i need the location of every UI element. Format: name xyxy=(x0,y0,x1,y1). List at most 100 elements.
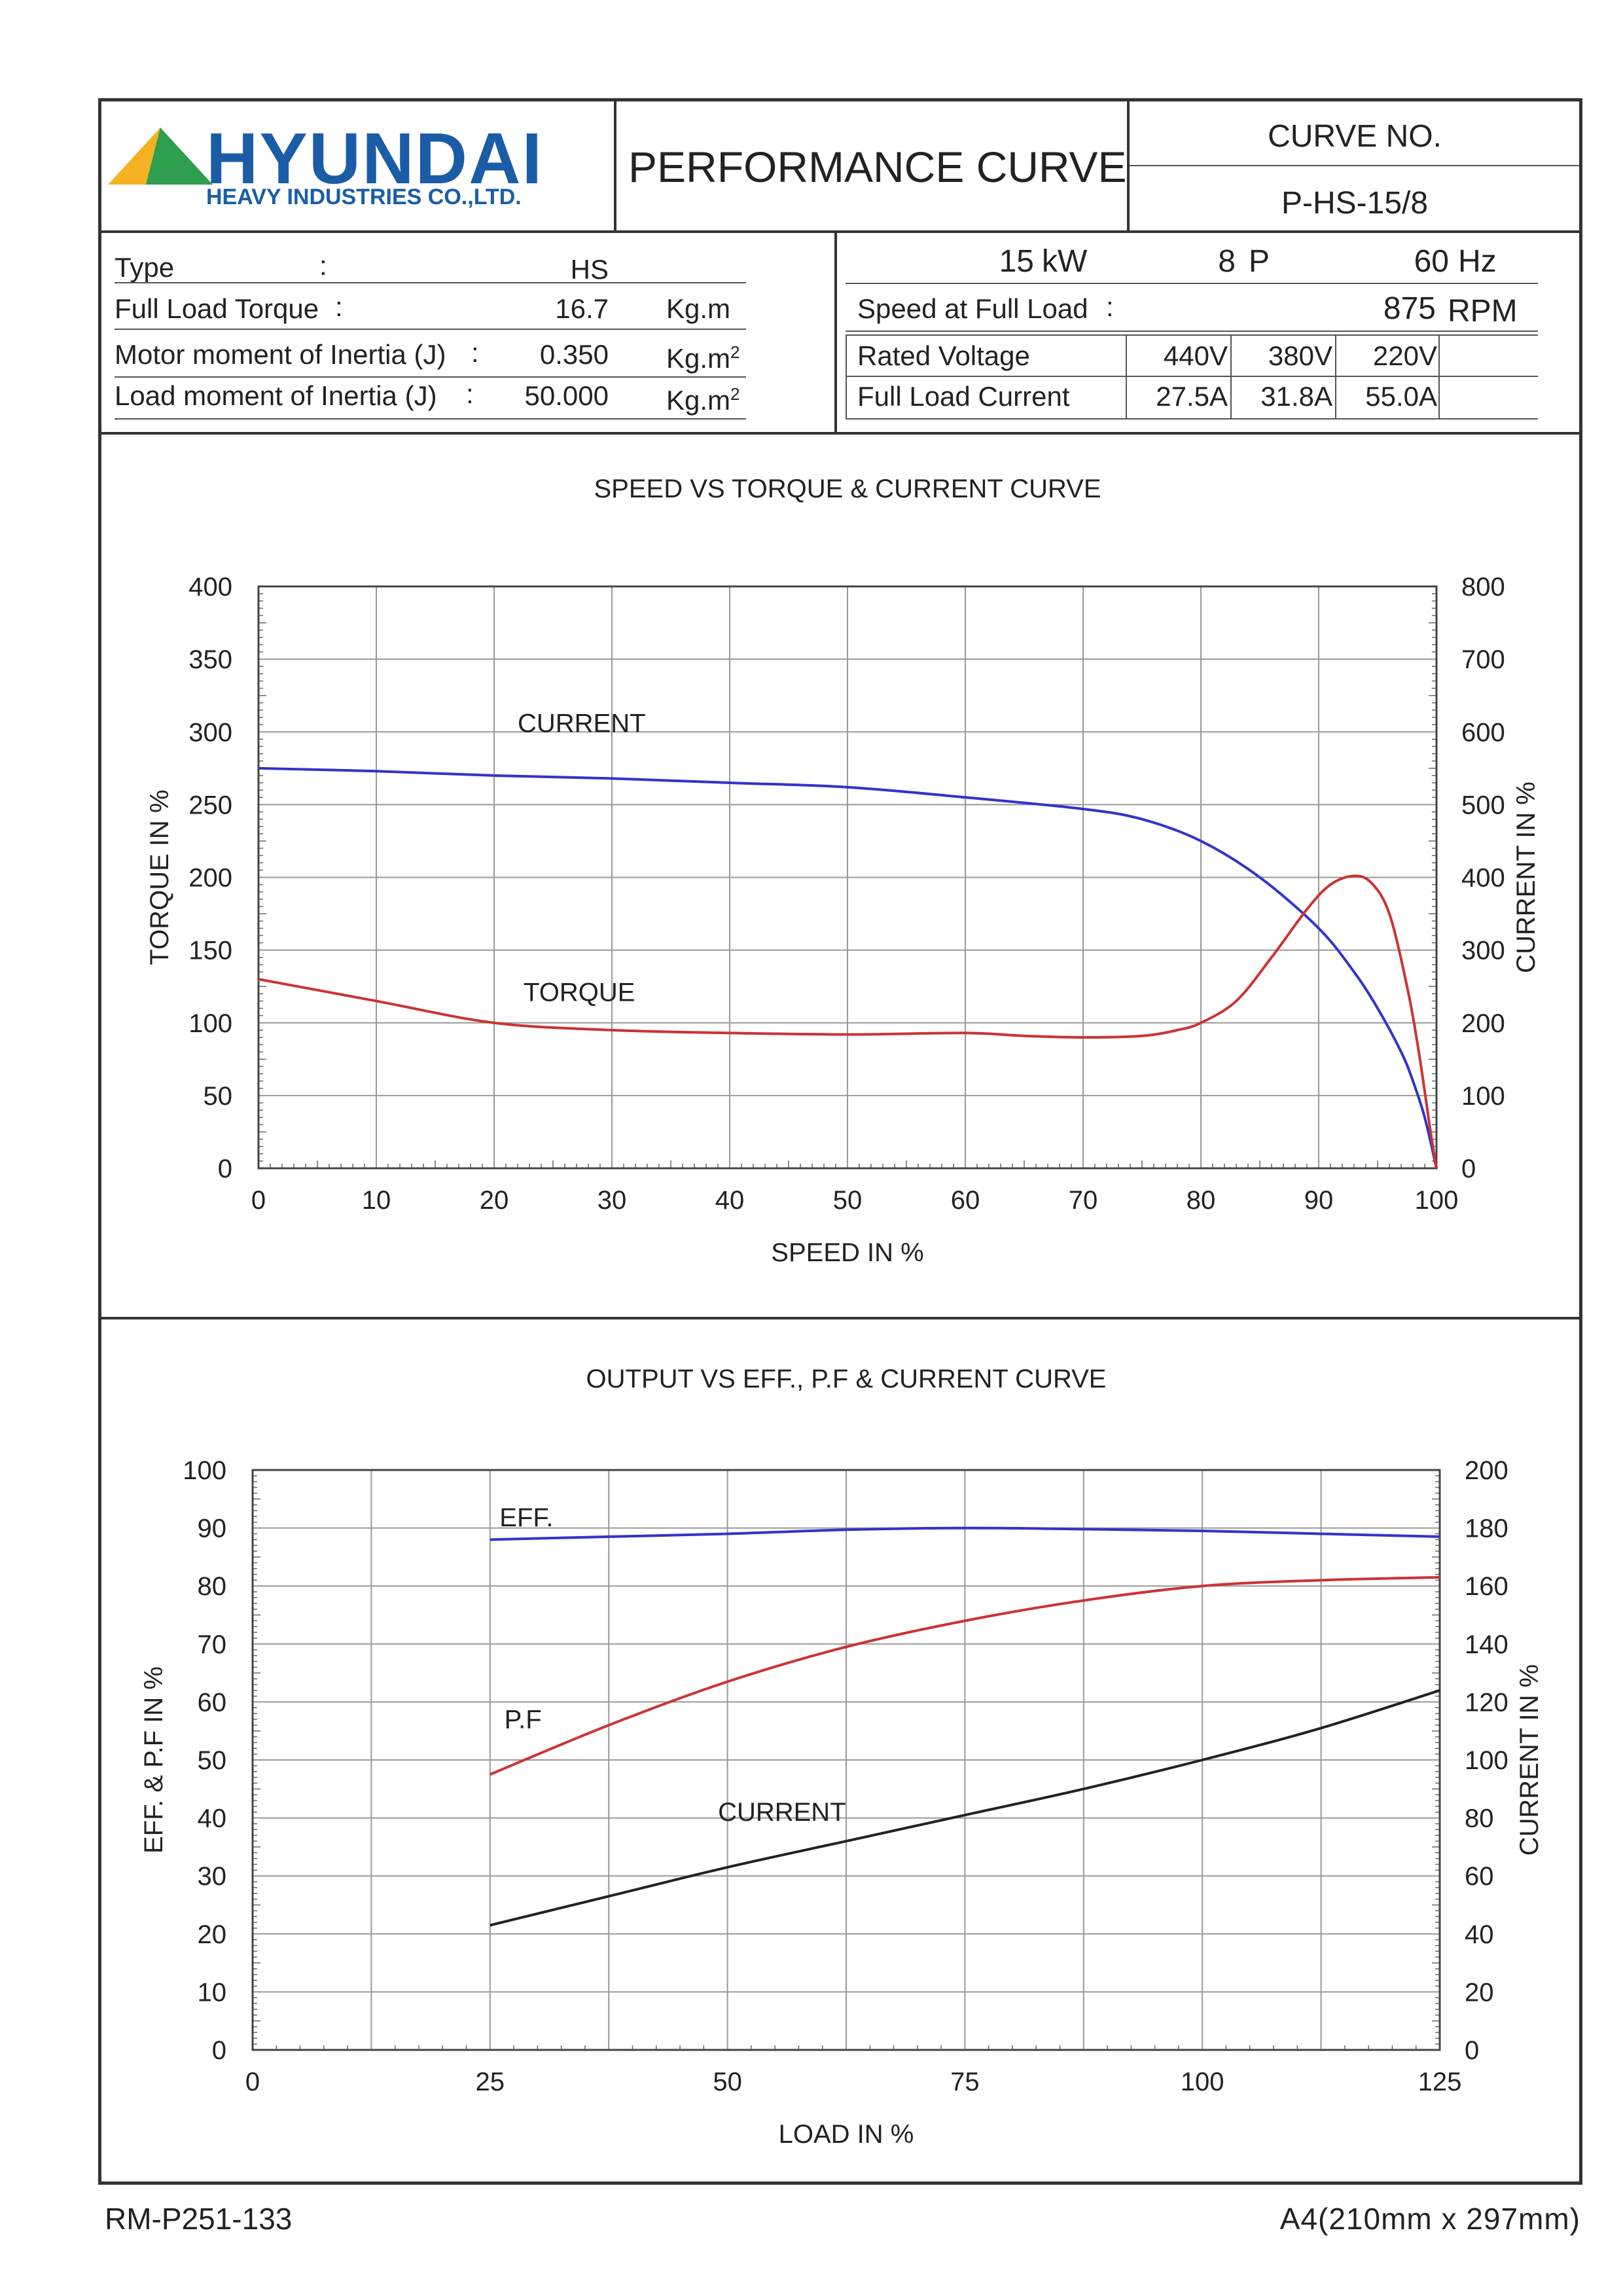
x-tick-label: 30 xyxy=(597,1186,627,1215)
rated-voltage-label: Rated Voltage xyxy=(857,340,1030,371)
output-eff-pf-current-chart: OUTPUT VS EFF., P.F & CURRENT CURVE 0 10 20… xyxy=(139,1365,1544,2149)
y2-tick-label: 100 xyxy=(1461,1082,1505,1111)
unit-text: Kg.m xyxy=(666,385,731,416)
y2-tick-label: 300 xyxy=(1461,937,1505,965)
y-tick-label: 100 xyxy=(183,1456,226,1485)
y2-tick-label: 700 xyxy=(1461,645,1505,674)
freq-value: 60 xyxy=(1414,244,1449,279)
speed-value: 875 xyxy=(1383,291,1436,326)
x-axis-label: LOAD IN % xyxy=(779,2120,914,2149)
curve-no-value: P-HS-15/8 xyxy=(1281,186,1429,221)
curve-no-label: CURVE NO. xyxy=(1268,119,1442,154)
plot-border xyxy=(257,585,1438,1170)
motor-inertia-label: Motor moment of Inertia (J) xyxy=(115,339,446,370)
series-line-current xyxy=(490,1689,1440,1927)
series-line-current xyxy=(258,766,1438,1169)
x-tick-label: 75 xyxy=(950,2068,980,2096)
load-inertia-unit: Kg.m2 xyxy=(666,386,740,414)
rule xyxy=(115,418,746,420)
brand-subtitle: HEAVY INDUSTRIES CO.,LTD. xyxy=(206,185,522,209)
series-line-eff xyxy=(490,1526,1440,1541)
chart-title: OUTPUT VS EFF., P.F & CURRENT CURVE xyxy=(586,1365,1107,1393)
header-col-divider-1 xyxy=(614,98,616,232)
torque-value: 16.7 xyxy=(555,293,609,324)
x-tick-label: 60 xyxy=(951,1186,980,1215)
series-label: EFF. xyxy=(499,1503,553,1532)
y-tick-label: 70 xyxy=(198,1630,227,1659)
motor-inertia-unit: Kg.m2 xyxy=(666,344,740,372)
y-tick-label: 250 xyxy=(188,791,232,819)
y2-tick-label: 500 xyxy=(1461,791,1505,819)
current-380: 31.8A xyxy=(1260,381,1332,412)
torque-sep: : xyxy=(335,291,343,322)
y2-tick-label: 80 xyxy=(1465,1804,1494,1833)
x-axis-label: SPEED IN % xyxy=(771,1238,923,1267)
type-value: HS xyxy=(570,254,609,285)
series-line-p-f xyxy=(490,1575,1440,1776)
load-inertia-sep: : xyxy=(466,378,474,409)
rule xyxy=(846,376,1538,377)
rule xyxy=(115,329,746,330)
current-440: 27.5A xyxy=(1156,381,1228,412)
rule xyxy=(846,283,1538,284)
company-logo: HYUNDAI HEAVY INDUSTRIES CO.,LTD. xyxy=(108,118,605,216)
series-label: P.F xyxy=(505,1705,542,1734)
torque-unit: Kg.m xyxy=(666,293,731,324)
torque-label: Full Load Torque xyxy=(115,293,319,324)
rule xyxy=(1126,334,1127,420)
x-tick-label: 80 xyxy=(1186,1186,1216,1215)
series-label: CURRENT xyxy=(718,1798,846,1827)
x-tick-label: 125 xyxy=(1418,2068,1462,2096)
series-line-torque xyxy=(258,874,1438,1169)
voltage-380: 380V xyxy=(1268,340,1332,371)
rule xyxy=(846,334,847,420)
rule xyxy=(115,376,746,378)
y2-tick-label: 100 xyxy=(1465,1746,1508,1775)
brand-name: HYUNDAI xyxy=(206,118,544,199)
x-tick-label: 50 xyxy=(713,2068,742,2096)
x-tick-label: 50 xyxy=(833,1186,863,1215)
y2-tick-label: 400 xyxy=(1461,864,1505,893)
type-label: Type xyxy=(115,252,175,283)
plot-border xyxy=(251,1469,1441,2051)
y2-tick-label: 200 xyxy=(1465,1456,1508,1485)
y2-tick-label: 180 xyxy=(1465,1515,1508,1543)
y-tick-label: 300 xyxy=(188,718,232,747)
motor-inertia-sep: : xyxy=(471,337,479,368)
y2-tick-label: 800 xyxy=(1461,573,1505,601)
chart-divider xyxy=(98,1317,1582,1319)
poles-unit: P xyxy=(1249,244,1270,279)
y2-tick-label: 120 xyxy=(1465,1688,1508,1717)
x-tick-label: 10 xyxy=(362,1186,391,1215)
series-label: TORQUE xyxy=(524,978,635,1007)
freq-unit: Hz xyxy=(1458,244,1497,279)
y-tick-label: 100 xyxy=(188,1009,232,1038)
document-frame xyxy=(98,98,1582,2185)
chart-title: SPEED VS TORQUE & CURRENT CURVE xyxy=(594,475,1101,503)
doc-code: RM-P251-133 xyxy=(105,2202,293,2236)
y-tick-label: 50 xyxy=(198,1746,227,1775)
y2-axis-label: CURRENT IN % xyxy=(1512,781,1541,973)
unit-sup: 2 xyxy=(730,384,740,404)
poles-value: 8 xyxy=(1218,244,1236,279)
y2-tick-label: 20 xyxy=(1465,1978,1494,2007)
x-tick-label: 0 xyxy=(251,1186,266,1215)
y2-axis-label: CURRENT IN % xyxy=(1515,1664,1544,1856)
load-inertia-label: Load moment of Inertia (J) xyxy=(115,380,437,411)
y2-tick-label: 140 xyxy=(1465,1630,1508,1659)
y-tick-label: 50 xyxy=(204,1082,233,1111)
y2-tick-label: 40 xyxy=(1465,1920,1494,1949)
power-unit: kW xyxy=(1042,244,1088,279)
voltage-440: 440V xyxy=(1163,340,1228,371)
y-tick-label: 150 xyxy=(188,937,232,965)
curve-no-divider xyxy=(1130,165,1580,166)
x-tick-label: 70 xyxy=(1069,1186,1098,1215)
y-tick-label: 0 xyxy=(218,1155,232,1183)
rule xyxy=(1230,334,1232,420)
y-tick-label: 60 xyxy=(198,1688,227,1717)
rule xyxy=(1335,334,1336,420)
doc-title: PERFORMANCE CURVE xyxy=(628,143,1127,191)
y2-tick-label: 200 xyxy=(1461,1009,1505,1038)
y-tick-label: 30 xyxy=(198,1862,227,1891)
x-tick-label: 25 xyxy=(476,2068,505,2096)
